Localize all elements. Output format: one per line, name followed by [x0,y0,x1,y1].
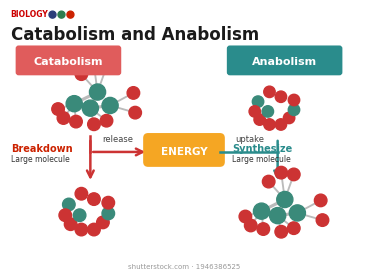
Circle shape [88,193,100,205]
FancyBboxPatch shape [143,133,225,167]
Text: Catabolism and Anabolism: Catabolism and Anabolism [11,25,259,43]
Circle shape [66,96,82,112]
Circle shape [264,119,275,130]
Text: Anabolism: Anabolism [252,57,317,67]
Text: BIOLOGY: BIOLOGY [11,10,49,19]
Text: release: release [103,135,134,144]
Circle shape [283,112,295,124]
Circle shape [73,209,86,221]
Circle shape [82,100,98,116]
Circle shape [275,166,287,179]
Circle shape [88,118,100,130]
Circle shape [102,207,114,220]
Circle shape [254,114,265,125]
Circle shape [287,222,300,234]
Circle shape [288,94,300,106]
Circle shape [49,11,56,18]
Circle shape [275,225,287,238]
Text: shutterstock.com · 1946386525: shutterstock.com · 1946386525 [128,264,240,270]
Circle shape [127,87,140,99]
Circle shape [275,91,287,102]
Circle shape [257,223,270,235]
Text: Large molecule: Large molecule [11,155,70,164]
Circle shape [75,68,88,80]
Circle shape [314,194,327,207]
Circle shape [275,119,287,130]
Circle shape [63,198,75,211]
Circle shape [262,175,275,188]
FancyBboxPatch shape [15,45,121,75]
Circle shape [262,106,273,117]
Circle shape [129,106,141,119]
Circle shape [249,106,261,117]
Circle shape [59,209,71,221]
Circle shape [52,103,64,115]
Circle shape [67,11,74,18]
Circle shape [100,61,113,73]
Circle shape [316,214,329,226]
Text: ENERGY: ENERGY [161,147,207,157]
Circle shape [102,97,118,113]
Circle shape [270,207,286,224]
Circle shape [88,223,100,236]
Circle shape [264,86,275,97]
Circle shape [75,188,88,200]
Text: Breakdown: Breakdown [11,144,72,154]
Text: Catabolism: Catabolism [34,57,103,67]
Circle shape [70,115,82,128]
Circle shape [252,96,264,107]
Circle shape [57,112,70,124]
Circle shape [75,223,88,236]
Text: Synthesize: Synthesize [232,144,292,154]
Circle shape [58,11,65,18]
Circle shape [287,168,300,181]
Text: Large molecule: Large molecule [232,155,291,164]
Circle shape [97,216,109,229]
Circle shape [254,203,270,219]
Circle shape [64,218,77,230]
Circle shape [100,115,113,127]
Circle shape [88,59,100,71]
Circle shape [277,192,293,207]
Text: uptake: uptake [235,135,264,144]
Circle shape [288,104,300,116]
Circle shape [239,210,252,223]
Circle shape [289,205,305,221]
Circle shape [102,196,114,209]
Circle shape [89,84,106,100]
FancyBboxPatch shape [227,45,342,75]
Circle shape [244,219,257,232]
